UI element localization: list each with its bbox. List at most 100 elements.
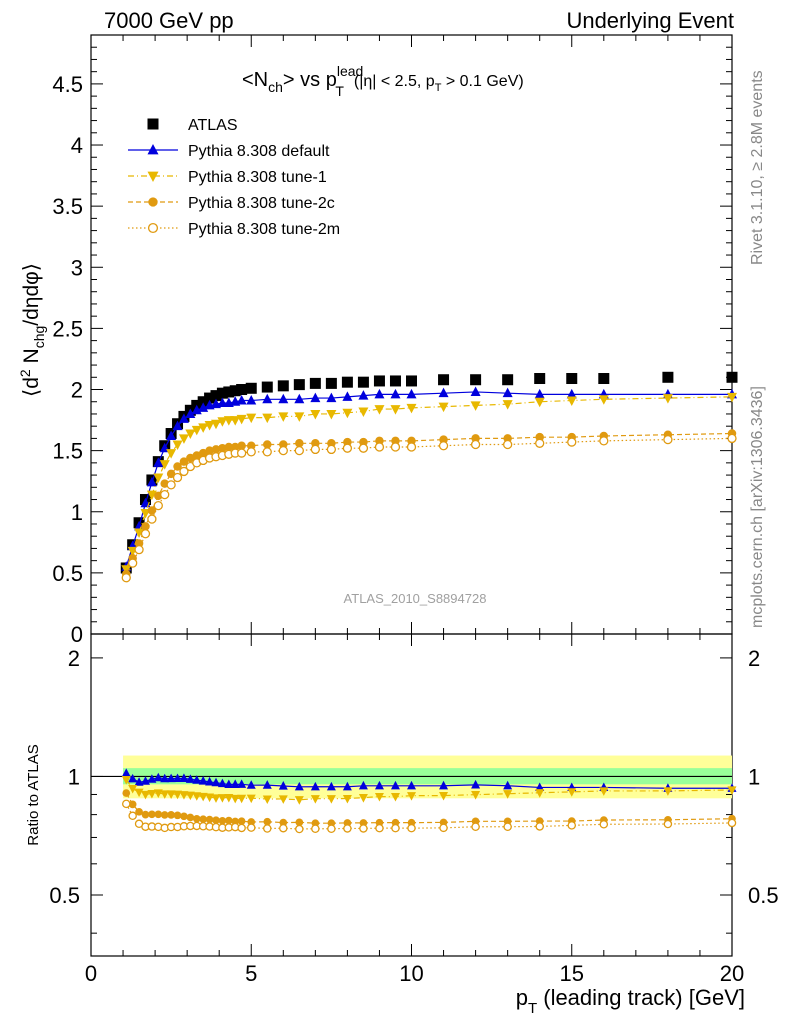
ratio-point [295,824,304,834]
data-point [134,545,144,555]
y-tick-label: 1 [71,500,83,525]
data-point [191,404,202,415]
ratio-point [192,792,202,801]
data-point [153,473,164,484]
data-point [502,387,513,398]
data-point [278,393,289,404]
data-point [153,500,163,511]
data-point [229,385,241,397]
data-point [218,443,227,453]
ratio-point [180,812,188,821]
chart-title: <Nch> vs plead T(|η| < 2.5, pT > 0.1 GeV) [242,63,524,99]
legend-marker [147,171,159,183]
ratio-point [310,795,320,804]
data-point [236,384,248,396]
header-right: Underlying Event [566,8,734,33]
ratio-point [567,821,577,830]
legend-label: Pythia 8.308 tune-1 [188,169,327,186]
data-point [246,413,257,424]
ratio-point [173,773,183,783]
data-point [172,420,183,431]
data-point [406,388,417,399]
ratio-series-4 [122,799,737,834]
legend-item: Pythia 8.308 default [128,143,330,160]
main-axes: 0 0.5 1 1.5 2 2.5 3 3.5 4 4.5 [52,34,733,647]
data-point [406,403,417,414]
ratio-point [326,781,336,791]
ratio-series-line [125,803,733,830]
data-point [147,506,157,515]
data-point [389,375,401,387]
data-point [246,447,256,457]
ratio-point [471,779,481,789]
ratio-point [503,780,513,790]
data-point [179,457,189,466]
y-tick-label: 3 [71,255,83,280]
x-tick-label: 15 [560,961,584,986]
series-line [125,391,732,567]
ratio-point [343,824,352,833]
ratio-point [211,777,221,787]
data-point [294,412,305,422]
data-point [179,466,189,477]
ratio-point [294,781,304,791]
ratio-point [141,810,150,819]
ratio-point [263,817,272,826]
ratio-point [153,772,163,782]
mcplots-label: mcplots.cern.ch [arXiv:1306.3436] [749,386,766,628]
ratio-series [121,768,737,834]
ratio-point [727,818,737,828]
data-point [566,388,577,399]
data-point [217,417,228,427]
ratio-point [205,776,215,786]
y-tick-label: 2 [71,378,83,403]
data-point [210,419,221,430]
ratio-point [327,824,336,833]
data-point [438,387,449,398]
ratio-point [192,814,201,823]
data-point [141,522,150,531]
ratio-point [134,777,144,786]
data-point [502,374,514,386]
ratio-point [375,823,384,833]
ratio-point [263,824,272,833]
data-point [197,396,209,408]
data-point [470,439,481,450]
data-point [166,430,177,440]
series-line [125,437,733,579]
ratio-point [727,786,737,795]
ratio-point [224,793,234,803]
ratio-point [567,788,577,797]
data-point [236,414,247,425]
legend-label: Pythia 8.308 tune-2m [188,221,340,238]
y-tick-label: 3.5 [52,194,83,219]
ratio-point [237,817,246,825]
data-point [216,387,228,399]
ratio-point [311,824,320,833]
data-point [310,409,321,420]
data-point [185,408,196,418]
ratio-point [471,791,481,800]
ratio-tick-label-right: 2 [748,646,760,671]
ratio-tick-label-left: 0.5 [49,883,80,908]
data-point [140,529,151,539]
data-point [204,420,215,431]
data-point [374,442,385,452]
ratio-tick-label-right: 1 [748,764,760,789]
data-point [727,392,737,403]
ratio-point [262,780,272,789]
ratio-point [166,790,176,799]
ratio-point [599,820,609,829]
ratio-point [224,816,233,825]
data-point [310,392,321,403]
data-point [535,438,545,448]
data-point [217,397,228,407]
y-tick-label: 4 [71,133,83,158]
data-point [470,386,481,396]
ratio-point [295,818,304,827]
data-point [598,373,610,385]
ratio-point [535,782,545,792]
ratio-point [390,792,400,802]
data-point [502,439,513,450]
ratio-point [198,776,208,785]
